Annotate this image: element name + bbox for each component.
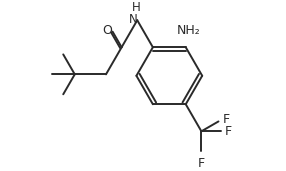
Text: O: O [103, 24, 113, 37]
Text: N: N [129, 13, 138, 26]
Text: F: F [223, 113, 230, 126]
Text: F: F [198, 157, 205, 170]
Text: H: H [132, 2, 141, 15]
Text: F: F [225, 125, 232, 138]
Text: NH₂: NH₂ [176, 24, 200, 37]
